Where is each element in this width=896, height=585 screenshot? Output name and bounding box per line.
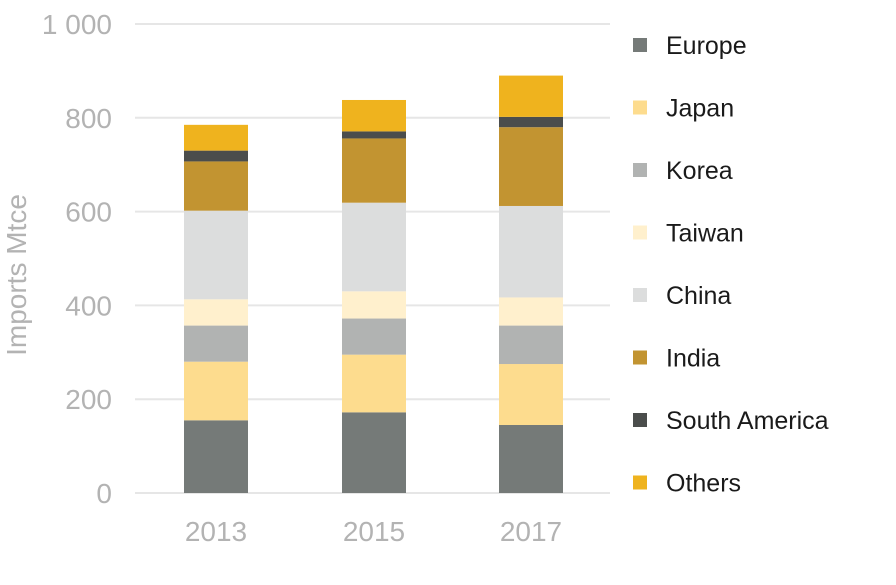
y-tick-label: 600 <box>65 197 112 228</box>
x-axis-ticks: 2013 2015 2017 <box>185 516 562 547</box>
bar-segment-others-2013 <box>184 124 248 151</box>
bar-segment-korea-2017 <box>499 325 563 365</box>
bar-segment-others-2017 <box>499 75 563 117</box>
legend-swatch <box>633 288 647 302</box>
legend-label: Others <box>666 470 741 498</box>
x-tick-label: 2017 <box>500 516 562 547</box>
legend-label: Japan <box>666 95 734 123</box>
bar-segment-europe-2017 <box>499 424 563 493</box>
bar-segment-europe-2015 <box>342 412 406 493</box>
legend: Europe Japan Korea Taiwan China India South Am… <box>633 32 829 498</box>
bar-segment-korea-2013 <box>184 325 248 362</box>
y-tick-label: 400 <box>65 290 112 321</box>
legend-label: Taiwan <box>666 220 744 248</box>
y-tick-label: 1 000 <box>42 9 112 40</box>
bar-segment-china-2017 <box>499 205 563 298</box>
legend-label: Korea <box>666 157 733 185</box>
legend-label: Europe <box>666 32 747 60</box>
bar-segment-india-2017 <box>499 127 563 206</box>
bar-segment-japan-2017 <box>499 364 563 425</box>
legend-swatch <box>633 475 647 490</box>
legend-swatch <box>633 350 647 365</box>
bar-segment-india-2013 <box>184 161 248 211</box>
bar-segment-taiwan-2015 <box>342 291 406 319</box>
bar-segment-china-2013 <box>184 210 248 300</box>
y-tick-label: 800 <box>65 103 112 134</box>
y-axis-title: Imports Mtce <box>1 194 32 356</box>
legend-label: South America <box>666 407 829 435</box>
bar-segment-japan-2013 <box>184 361 248 421</box>
legend-label: China <box>666 282 731 310</box>
legend-swatch <box>633 38 647 52</box>
legend-swatch <box>633 100 647 115</box>
y-tick-label: 200 <box>65 384 112 415</box>
bar-segment-japan-2015 <box>342 354 406 413</box>
x-tick-label: 2015 <box>343 516 405 547</box>
y-tick-label: 0 <box>96 478 112 509</box>
bar-segment-south-america-2013 <box>184 150 248 162</box>
bar-segment-india-2015 <box>342 138 406 203</box>
legend-swatch <box>633 225 647 240</box>
bar-segment-taiwan-2013 <box>184 299 248 326</box>
legend-swatch <box>633 413 647 427</box>
bar-segment-taiwan-2017 <box>499 297 563 326</box>
bar-segment-south-america-2017 <box>499 116 563 128</box>
y-axis-ticks: 0 200 400 600 800 1 000 <box>42 9 112 509</box>
bar-segment-china-2015 <box>342 202 406 292</box>
bar-segment-others-2015 <box>342 99 406 132</box>
bars <box>184 75 563 493</box>
legend-swatch <box>633 163 647 177</box>
x-tick-label: 2013 <box>185 516 247 547</box>
bar-segment-korea-2015 <box>342 318 406 355</box>
bar-segment-europe-2013 <box>184 420 248 493</box>
bar-segment-south-america-2015 <box>342 131 406 139</box>
legend-label: India <box>666 345 720 373</box>
